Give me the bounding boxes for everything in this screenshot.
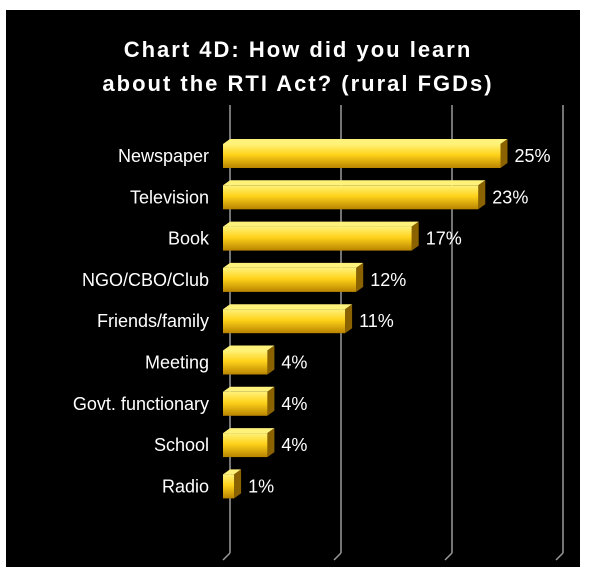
bar-front-face [223, 433, 268, 458]
category-labels: Newspaper Television Book NGO/CBO/Club Frien… [73, 146, 210, 496]
bar-side-face [345, 304, 353, 334]
value-label: 23% [492, 187, 528, 207]
bar-radio [223, 469, 242, 499]
category-label: Television [130, 187, 209, 207]
bar-front-face [223, 350, 268, 375]
bar-top-face [223, 428, 275, 434]
bar-side-face [500, 139, 508, 168]
value-label: 25% [515, 146, 551, 166]
bar-front-face [223, 226, 412, 251]
bar-top-face [223, 262, 364, 268]
value-label: 17% [426, 229, 462, 249]
bar-top-face [223, 139, 508, 144]
bar-school [223, 428, 275, 458]
bars [223, 139, 508, 499]
value-label: 1% [248, 476, 274, 496]
bar-front-face [223, 267, 357, 292]
bar-side-face [267, 386, 275, 416]
value-label: 4% [281, 353, 307, 373]
category-label: Friends/family [97, 311, 209, 331]
bar-front-face [223, 391, 268, 416]
value-label: 12% [370, 270, 406, 290]
category-label: Meeting [145, 353, 209, 373]
category-label: Radio [162, 476, 209, 496]
bar-top-face [223, 304, 353, 310]
bar-top-face [223, 386, 275, 392]
chart-frame: Chart 4D: How did you learn about the RT… [6, 10, 580, 567]
gridline-foot-20 [444, 552, 453, 561]
bar-side-face [234, 469, 242, 499]
bar-side-face [411, 221, 419, 251]
category-label: Newspaper [118, 146, 209, 166]
category-label: NGO/CBO/Club [82, 270, 209, 290]
bar-front-face [223, 309, 346, 334]
bar-chart: Chart 4D: How did you learn about the RT… [73, 37, 564, 561]
category-label: Govt. functionary [73, 394, 209, 414]
bar-meeting [223, 345, 275, 375]
bar-front-face [223, 144, 501, 168]
bar-top-face [223, 345, 275, 351]
value-label: 4% [281, 435, 307, 455]
chart-title-line-2: about the RTI Act? (rural FGDs) [102, 71, 493, 96]
bar-side-face [267, 345, 275, 375]
bar-front-face [223, 185, 479, 210]
bar-television [223, 180, 486, 210]
bar-side-face [478, 180, 486, 210]
value-labels: 25% 23% 17% 12% 11% 4% 4% 4% 1% [248, 146, 550, 496]
value-label: 4% [281, 394, 307, 414]
bar-top-face [223, 180, 486, 186]
gridline-foot-0 [222, 552, 231, 561]
gridline-foot-10 [333, 552, 342, 561]
bar-govt-functionary [223, 386, 275, 416]
bar-front-face [223, 474, 235, 499]
value-label: 11% [359, 311, 394, 331]
bar-top-face [223, 221, 419, 227]
bar-top-face [223, 469, 242, 475]
bar-ngo-cbo-club [223, 262, 364, 292]
category-label: Book [168, 229, 210, 249]
category-label: School [154, 435, 209, 455]
chart-title-line-1: Chart 4D: How did you learn [124, 37, 473, 62]
gridline-foot-30 [555, 552, 564, 561]
bar-side-face [356, 262, 364, 292]
bar-book [223, 221, 419, 251]
bar-side-face [267, 428, 275, 458]
bar-newspaper [223, 139, 508, 168]
bar-friends-family [223, 304, 353, 334]
